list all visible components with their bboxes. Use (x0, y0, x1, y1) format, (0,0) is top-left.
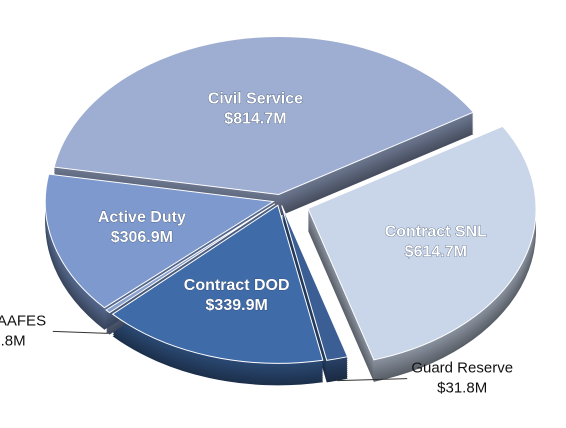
pie-slice (307, 125, 537, 361)
slice-label: Active Duty (98, 209, 186, 226)
value-label: $339.9M (206, 297, 268, 314)
value-label: $614.7M (405, 244, 467, 261)
slice-label: Civil Service (208, 90, 303, 107)
pie-slice (105, 203, 276, 314)
value-label: $306.9M (111, 229, 173, 246)
value-label: $31.8M (437, 380, 487, 397)
value-label: $7.8M (0, 332, 26, 349)
slice-label: Contract DOD (184, 277, 290, 294)
slice-label: Contract SNL (385, 224, 487, 241)
pie-slice (53, 36, 475, 196)
pie-slice (281, 205, 349, 361)
leader-line (52, 330, 108, 334)
pie-slice (44, 173, 275, 309)
leader-line (337, 378, 408, 382)
slice-label: Guard Reserve (411, 360, 513, 377)
slice-label: NAF AAFES (0, 312, 46, 329)
pie-slice (111, 204, 324, 364)
value-label: $814.7M (224, 110, 286, 127)
